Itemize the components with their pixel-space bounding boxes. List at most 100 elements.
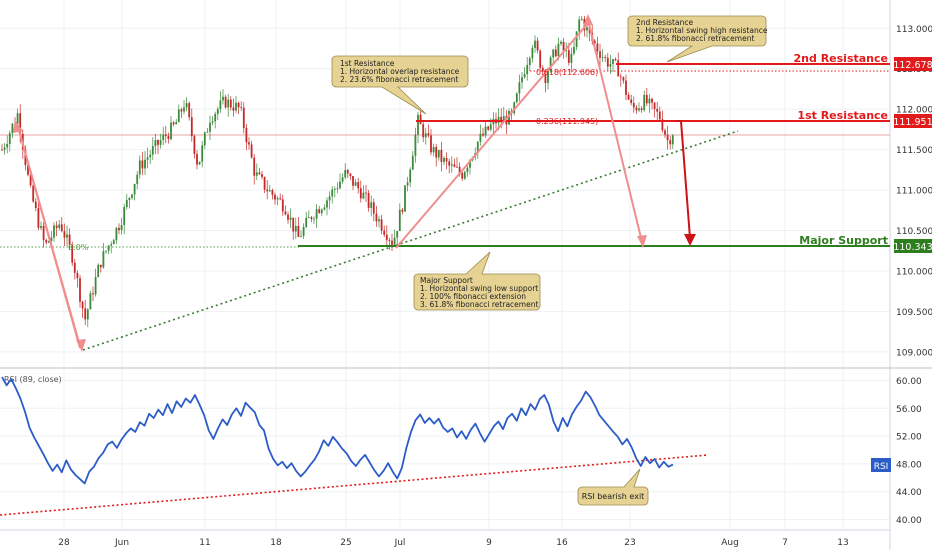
callout-1st-resistance-line-2: 2. 23.6% fibonacci retracement bbox=[340, 75, 458, 84]
candle-body-238 bbox=[619, 76, 622, 78]
candle-body-67 bbox=[175, 122, 178, 125]
time-tick-label-2: 11 bbox=[199, 538, 210, 548]
projection-arrow-path bbox=[676, 120, 691, 239]
candle-body-195 bbox=[508, 110, 510, 125]
candle-body-258 bbox=[671, 135, 674, 145]
rsi-axis-ticks: 60.00 56.00 52.00 48.00 44.00 40.00 bbox=[896, 377, 922, 526]
level-title-major-support: Major Support bbox=[799, 234, 888, 247]
swing-arrow-up-left-head bbox=[13, 120, 23, 133]
candle-body-142 bbox=[370, 202, 373, 208]
candle-body-82 bbox=[214, 113, 217, 122]
candle-body-129 bbox=[336, 188, 339, 190]
candle-body-209 bbox=[544, 71, 547, 84]
candle-body-46 bbox=[120, 225, 123, 231]
candle-body-163 bbox=[424, 133, 427, 138]
candle-body-242 bbox=[630, 99, 633, 103]
candle-body-101 bbox=[263, 176, 266, 190]
candle-body-147 bbox=[383, 230, 386, 235]
swing-arrows bbox=[13, 14, 647, 352]
price-tick-label-6: 110.000 bbox=[896, 267, 932, 277]
candle-body-140 bbox=[365, 192, 367, 194]
rsi-pane-label: RSI (89, close) bbox=[4, 375, 62, 384]
rsi-trendline bbox=[0, 454, 709, 516]
candle-body-153 bbox=[398, 209, 401, 231]
candle-body-33 bbox=[86, 309, 89, 320]
candle-body-96 bbox=[250, 144, 253, 158]
candle-body-73 bbox=[190, 117, 193, 137]
candle-body-112 bbox=[292, 217, 295, 232]
candle-body-69 bbox=[180, 109, 183, 112]
candle-body-22 bbox=[58, 224, 61, 228]
candle-body-173 bbox=[450, 164, 453, 166]
callout-2nd-resistance-bubble bbox=[627, 15, 767, 63]
candle-body-234 bbox=[609, 64, 612, 67]
candle-body-87 bbox=[227, 99, 230, 108]
candle-body-108 bbox=[281, 199, 284, 212]
candle-body-136 bbox=[354, 182, 357, 186]
candle-body-193 bbox=[502, 116, 505, 122]
swing-arrow-down-left bbox=[17, 126, 81, 347]
time-tick-label-7: 16 bbox=[556, 538, 568, 548]
candle-body-109 bbox=[284, 211, 287, 215]
candle-body-123 bbox=[320, 209, 323, 214]
candle-body-19 bbox=[50, 237, 53, 242]
price-tick-label-7: 109.500 bbox=[896, 308, 932, 318]
candle-body-111 bbox=[289, 217, 292, 220]
candle-body-131 bbox=[341, 177, 344, 182]
candle-body-180 bbox=[469, 160, 471, 168]
candle-body-99 bbox=[258, 172, 261, 175]
callout-2nd-resistance-line-2: 2. 61.8% fibonacci retracement bbox=[636, 34, 754, 43]
candle-body-106 bbox=[276, 198, 279, 200]
swing-arrow-down-left-head bbox=[76, 339, 86, 352]
candle-body-4 bbox=[11, 123, 14, 134]
candle-body-187 bbox=[487, 126, 490, 130]
candle-body-146 bbox=[380, 219, 383, 231]
grid bbox=[0, 0, 890, 530]
candle-body-151 bbox=[393, 237, 396, 245]
candle-body-14 bbox=[37, 207, 40, 228]
callout-1st-resistance-title: 1st Resistance bbox=[340, 59, 395, 68]
ascending-trendline bbox=[82, 130, 739, 351]
candle-body-1 bbox=[3, 147, 6, 150]
candle-body-240 bbox=[625, 80, 627, 95]
price-tick-label-2: 112.000 bbox=[896, 106, 932, 116]
candle-body-18 bbox=[47, 241, 50, 243]
candle-body-113 bbox=[294, 225, 297, 232]
candle-body-202 bbox=[526, 64, 529, 75]
candle-body-110 bbox=[287, 214, 289, 220]
candle-body-167 bbox=[435, 146, 438, 158]
candle-body-139 bbox=[362, 192, 365, 199]
candle-body-165 bbox=[430, 135, 432, 153]
candle-body-138 bbox=[359, 188, 362, 199]
candle-body-119 bbox=[310, 217, 313, 220]
candle-body-178 bbox=[463, 171, 466, 179]
candle-body-204 bbox=[531, 47, 534, 59]
candle-body-6 bbox=[16, 113, 19, 124]
candle-body-179 bbox=[466, 167, 469, 172]
candle-body-133 bbox=[346, 170, 349, 174]
candle-body-7 bbox=[19, 113, 22, 134]
candle-body-13 bbox=[34, 201, 37, 208]
callout-major-support-bubble bbox=[413, 251, 541, 311]
candle-body-135 bbox=[352, 175, 354, 186]
candle-body-63 bbox=[164, 134, 167, 137]
candle-body-166 bbox=[432, 146, 435, 153]
candle-body-250 bbox=[651, 98, 653, 103]
candle-body-150 bbox=[391, 240, 393, 245]
candle-body-157 bbox=[409, 169, 412, 183]
candle-body-248 bbox=[645, 94, 648, 104]
projection-arrow bbox=[676, 120, 696, 246]
candle-body-137 bbox=[357, 182, 360, 189]
time-tick-label-8: 23 bbox=[624, 538, 635, 548]
candle-body-160 bbox=[417, 114, 419, 135]
candle-body-197 bbox=[513, 102, 516, 114]
price-tick-label-5: 110.500 bbox=[896, 227, 932, 237]
price-tick-label-0: 113.000 bbox=[896, 25, 932, 35]
candle-body-183 bbox=[476, 141, 479, 154]
candle-body-51 bbox=[133, 183, 136, 195]
time-tick-label-6: 9 bbox=[486, 538, 492, 548]
projection-arrow-head bbox=[684, 234, 696, 246]
candle-body-17 bbox=[45, 239, 48, 243]
candle-body-198 bbox=[515, 93, 518, 103]
candle-body-251 bbox=[653, 102, 656, 109]
